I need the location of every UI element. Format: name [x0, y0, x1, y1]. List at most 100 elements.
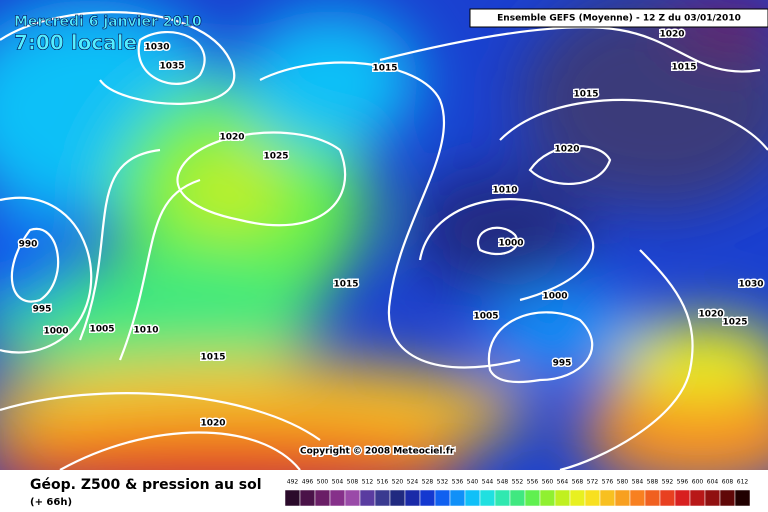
scale-label: 508	[347, 479, 359, 486]
scale-swatch	[509, 489, 526, 507]
isobar-label: 1005	[89, 325, 114, 335]
isobar-label: 990	[19, 240, 38, 250]
isobar-label: 1000	[43, 327, 68, 337]
copyright: Copyright © 2008 Meteociel.fr	[300, 447, 455, 457]
scale-swatch	[659, 489, 676, 507]
scale-swatch	[434, 489, 451, 507]
isobar-label: 995	[33, 305, 52, 315]
isobar-label: 1015	[333, 280, 358, 290]
isobars	[0, 11, 768, 470]
scale-swatch	[299, 489, 316, 507]
isobar-label: 995	[553, 359, 572, 369]
scale-label: 576	[602, 479, 614, 486]
scale-label: 592	[662, 479, 674, 486]
scale-label: 500	[317, 479, 329, 486]
scale-label: 560	[542, 479, 554, 486]
scale-label: 496	[302, 479, 314, 486]
isobar-label: 1000	[498, 239, 523, 249]
scale-swatch	[359, 489, 376, 507]
isobar-label: 1010	[492, 186, 517, 196]
title-time: 7:00 locale	[14, 31, 137, 55]
scale-label: 556	[527, 479, 539, 486]
scale-label: 552	[512, 479, 524, 486]
scale-swatch	[374, 489, 391, 507]
scale-swatch	[554, 489, 571, 507]
scale-label: 612	[737, 479, 749, 486]
scale-swatch	[539, 489, 556, 507]
title-date: Mercredi 6 janvier 2010	[14, 14, 202, 30]
scale-swatch	[689, 489, 706, 507]
scale-swatch	[284, 489, 301, 507]
scale-swatch	[599, 489, 616, 507]
isobar-label: 1020	[219, 133, 244, 143]
isobar-label: 1015	[671, 63, 696, 73]
scale-swatch	[314, 489, 331, 507]
scale-swatch	[419, 489, 436, 507]
scale-label: 588	[647, 479, 659, 486]
scale-label: 516	[377, 479, 389, 486]
scale-label: 532	[437, 479, 449, 486]
isobar-label: 1025	[263, 152, 288, 162]
scale-label: 604	[707, 479, 719, 486]
footer-title: Géop. Z500 & pression au sol	[30, 477, 262, 493]
header-box	[469, 8, 768, 28]
color-scale: 492 496 500 504 508 512 516 520 524 528 532 536 540 5…	[284, 479, 751, 507]
scale-label: 512	[362, 479, 374, 486]
header: Ensemble GEFS (Moyenne) - 12 Z du 03/01/…	[497, 14, 741, 24]
scale-label: 572	[587, 479, 599, 486]
isobar-label: 1015	[573, 90, 598, 100]
scale-swatch	[344, 489, 361, 507]
scale-swatch	[704, 489, 721, 507]
scale-label: 608	[722, 479, 734, 486]
scale-swatch	[479, 489, 496, 507]
isobar-label: 1005	[473, 312, 498, 322]
scale-label: 600	[692, 479, 704, 486]
isobar-label: 1010	[133, 326, 158, 336]
isobar-label: 1020	[200, 419, 225, 429]
scale-label: 596	[677, 479, 689, 486]
scale-swatch	[524, 489, 541, 507]
scale-swatch	[569, 489, 586, 507]
isobar-label: 1025	[722, 318, 747, 328]
scale-label: 492	[287, 479, 299, 486]
isobar-label: 1015	[200, 353, 225, 363]
isobar-label: 1035	[159, 62, 184, 72]
isobar-label: 1020	[554, 145, 579, 155]
scale-swatch	[644, 489, 661, 507]
isobar-label: 1020	[698, 310, 723, 320]
scale-swatch	[389, 489, 406, 507]
scale-label: 524	[407, 479, 419, 486]
scale-label: 536	[452, 479, 464, 486]
scale-label: 548	[497, 479, 509, 486]
isobar-label: 1015	[372, 64, 397, 74]
scale-swatch	[719, 489, 736, 507]
footer-lead: (+ 66h)	[30, 497, 72, 508]
isobar-label: 1000	[542, 292, 567, 302]
scale-swatch	[674, 489, 691, 507]
scale-label: 528	[422, 479, 434, 486]
scale-swatch	[404, 489, 421, 507]
scale-label: 504	[332, 479, 344, 486]
scale-swatch	[734, 489, 751, 507]
isobar-label: 1030	[144, 43, 169, 53]
scale-label: 564	[557, 479, 569, 486]
scale-swatch	[584, 489, 601, 507]
scale-label: 544	[482, 479, 494, 486]
scale-swatch	[614, 489, 631, 507]
scale-label: 580	[617, 479, 629, 486]
scale-label: 584	[632, 479, 644, 486]
scale-label: 568	[572, 479, 584, 486]
scale-label: 540	[467, 479, 479, 486]
scale-label: 520	[392, 479, 404, 486]
isobar-label: 1020	[659, 30, 684, 40]
scale-swatch	[464, 489, 481, 507]
scale-swatch	[449, 489, 466, 507]
isobar-label: 1030	[738, 280, 763, 290]
scale-swatch	[494, 489, 511, 507]
scale-swatch	[629, 489, 646, 507]
scale-swatch	[329, 489, 346, 507]
